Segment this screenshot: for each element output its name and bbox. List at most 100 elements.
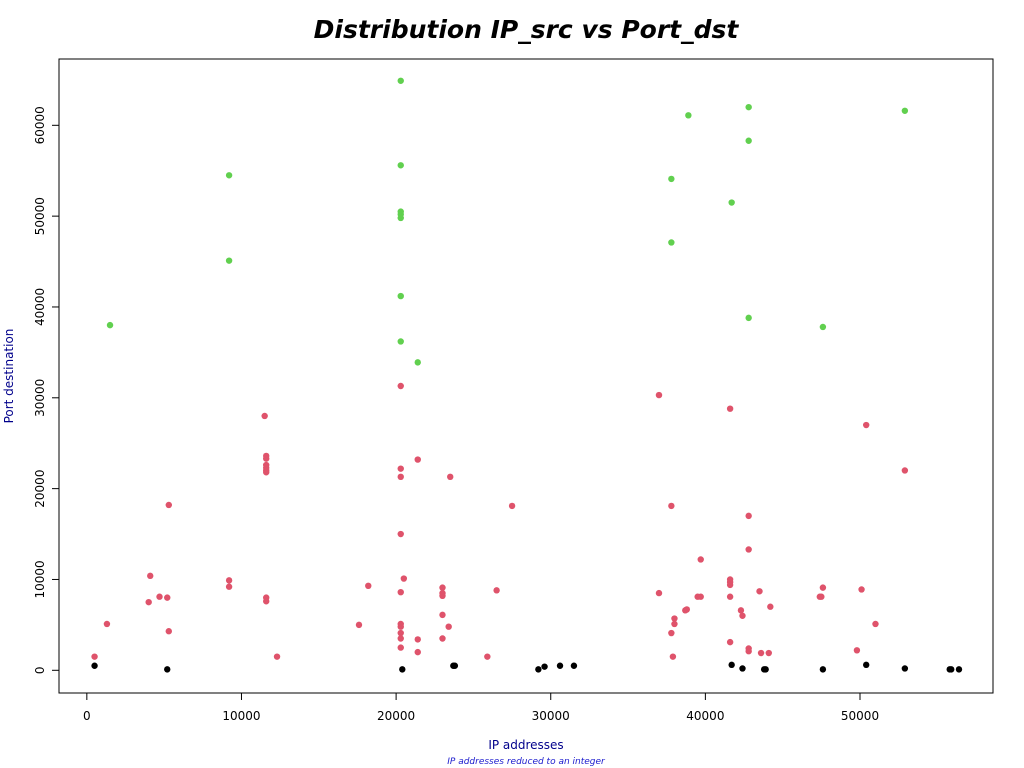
data-point [397, 465, 404, 472]
x-tick-label: 50000 [841, 709, 879, 723]
data-point [872, 620, 879, 628]
data-point [697, 556, 704, 563]
data-point [757, 649, 765, 657]
data-point [145, 598, 152, 606]
data-point [165, 501, 172, 509]
data-point [261, 412, 268, 420]
data-point [697, 593, 704, 600]
data-point [397, 530, 404, 538]
data-point [439, 592, 446, 600]
data-point [147, 572, 154, 580]
data-point [955, 666, 963, 673]
data-point [397, 382, 404, 390]
x-axis-sublabel: IP addresses reduced to an integer [447, 757, 606, 767]
data-point [445, 623, 452, 630]
data-point [397, 629, 404, 637]
y-tick-label: 30000 [33, 379, 47, 417]
data-point [726, 581, 734, 589]
data-point [164, 666, 171, 673]
data-point [726, 405, 734, 412]
data-point [447, 473, 454, 481]
data-point [683, 606, 691, 613]
data-point [570, 662, 578, 669]
data-point [655, 391, 663, 399]
data-point [106, 321, 114, 329]
data-point [671, 620, 678, 628]
data-point [451, 662, 459, 669]
data-point [762, 666, 769, 673]
x-tick-label: 20000 [377, 709, 415, 723]
data-point [484, 653, 491, 660]
x-tick-label: 30000 [532, 709, 570, 723]
data-point [165, 628, 172, 635]
data-point [414, 456, 421, 463]
y-axis: 0 10000 20000 30000 40000 50000 60000 [33, 106, 59, 674]
data-point [103, 620, 111, 628]
chart-title: Distribution IP_src vs Port_dst [314, 15, 740, 44]
data-point [739, 612, 746, 619]
y-tick-label: 20000 [33, 470, 47, 508]
data-point [263, 598, 270, 605]
data-point [819, 666, 827, 673]
data-point [901, 107, 909, 114]
data-point [400, 575, 408, 582]
data-point [397, 292, 404, 300]
data-point [91, 653, 98, 660]
data-point [728, 661, 735, 669]
data-point [668, 239, 675, 246]
x-axis-label: IP addresses [488, 738, 563, 752]
data-point [397, 77, 404, 84]
data-point [745, 137, 752, 144]
data-point [225, 583, 233, 590]
data-point [862, 421, 870, 429]
y-tick-label: 0 [33, 666, 47, 674]
data-point [263, 469, 270, 476]
data-point [541, 663, 548, 670]
data-point [399, 666, 406, 673]
data-point [263, 455, 270, 462]
data-point [397, 623, 404, 630]
y-axis-label: Port destination [2, 329, 16, 424]
data-point [668, 629, 675, 637]
data-point [728, 199, 735, 206]
data-point [901, 665, 909, 672]
data-point [745, 103, 752, 111]
data-point [745, 314, 752, 322]
data-point [225, 257, 233, 264]
data-point [671, 615, 678, 622]
data-point [273, 653, 281, 660]
data-point [414, 636, 421, 643]
data-point [164, 594, 171, 601]
data-point [669, 653, 677, 660]
data-point [739, 665, 746, 672]
plot-frame [58, 58, 994, 694]
data-point [439, 584, 446, 591]
data-point [493, 587, 500, 594]
data-point [365, 582, 372, 590]
data-point [91, 662, 98, 669]
data-point [685, 112, 692, 119]
y-tick-label: 60000 [33, 106, 47, 144]
data-point [414, 359, 421, 366]
data-point [901, 467, 909, 474]
data-point [756, 588, 763, 595]
data-point [726, 638, 734, 646]
data-point [737, 607, 745, 614]
data-point [819, 323, 827, 331]
y-tick-label: 50000 [33, 197, 47, 235]
data-point [508, 502, 516, 510]
data-point [862, 661, 870, 669]
data-point [397, 162, 404, 169]
data-point [745, 512, 752, 520]
data-point [397, 473, 404, 481]
data-point [397, 644, 404, 651]
data-point [225, 577, 233, 584]
x-axis: 0 10000 20000 30000 40000 50000 [83, 693, 879, 723]
data-point [765, 649, 772, 657]
data-point [355, 621, 363, 629]
data-point [726, 593, 734, 600]
x-tick-label: 10000 [222, 709, 260, 723]
x-tick-label: 40000 [686, 709, 724, 723]
data-point [397, 214, 404, 222]
